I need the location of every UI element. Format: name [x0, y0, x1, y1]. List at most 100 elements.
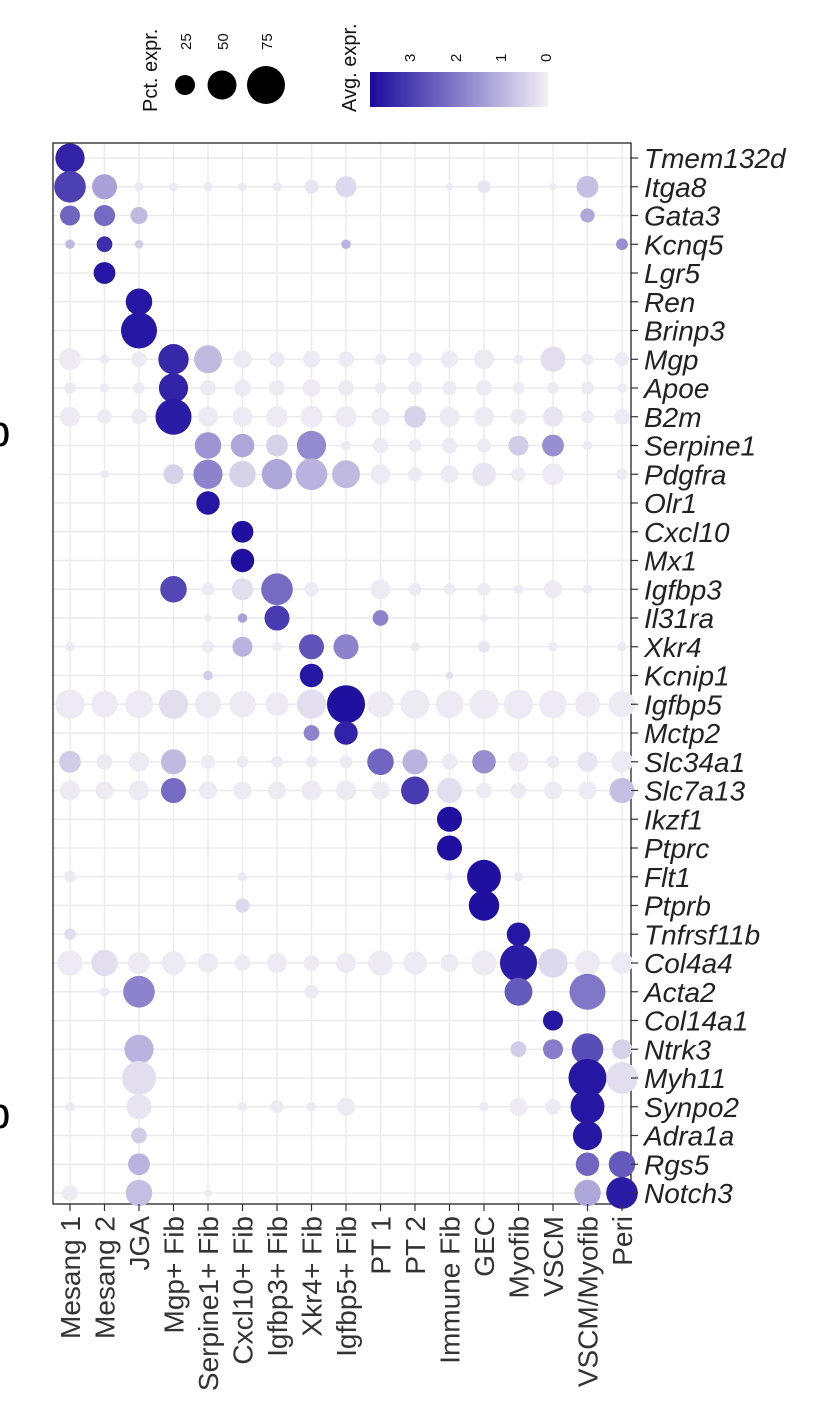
gene-label-pdgfra: Pdgfra	[644, 459, 727, 490]
dot-acta2-xkr4-fib	[304, 984, 319, 999]
dot-notch3-peri	[606, 1177, 638, 1209]
dot-slc34a1-xkr4-fib	[305, 755, 318, 768]
dot-col4a4-mgp-fib	[161, 951, 186, 975]
dot-xkr4-cxcl10-fib	[232, 636, 253, 657]
dot-slc7a13-igfbp3-fib	[268, 781, 286, 800]
dot-igfbp5-peri	[608, 691, 636, 718]
dot-ptprb-cxcl10-fib	[235, 898, 250, 913]
dot-kcnip1-serpine1-fib	[203, 670, 213, 681]
dot-mgp-jga	[131, 351, 147, 368]
dot-ptprc-immune-fib	[436, 835, 463, 861]
dot-itga8-gec	[477, 180, 491, 194]
dot-apoe-mesang-1	[64, 382, 76, 394]
dot-slc34a1-peri	[611, 750, 633, 773]
dot-igfbp3-immune-fib	[443, 583, 456, 596]
dot-slc7a13-cxcl10-fib	[233, 781, 252, 800]
cell-label-xkr4-fib: Xkr4+ Fib	[297, 1216, 328, 1337]
size-legend-label-50: 50	[215, 33, 232, 50]
dot-slc7a13-mesang-2	[95, 781, 114, 800]
dot-gata3-jga	[130, 206, 148, 225]
dot-slc7a13-serpine1-fib	[199, 781, 217, 800]
dot-slc34a1-mgp-fib	[160, 749, 187, 775]
dot-kcnq5-mesang-2	[96, 236, 113, 253]
dot-slc34a1-pt-2	[402, 749, 428, 775]
dot-serpine1-pt-2	[408, 438, 422, 453]
dot-b2m-cxcl10-fib	[232, 406, 253, 427]
dot-itga8-mgp-fib	[169, 182, 178, 192]
dot-mgp-peri	[614, 352, 630, 367]
dot-mctp2-xkr4-fib	[303, 725, 320, 741]
dot-itga8-immune-fib	[445, 182, 454, 191]
dot-mgp-mgp-fib	[158, 344, 189, 375]
dot-igfbp3-gec	[477, 582, 491, 596]
dot-notch3-jga	[125, 1179, 153, 1207]
dot-igfbp5-pt-1	[367, 691, 394, 718]
dot-igfbp5-cxcl10-fib	[229, 691, 256, 718]
cell-label-gec: GEC	[469, 1216, 500, 1277]
dot-mgp-xkr4-fib	[302, 350, 321, 368]
dot-pdgfra-gec	[472, 462, 496, 486]
dot-olr1-serpine1-fib	[196, 491, 220, 515]
dot-lgr5-mesang-2	[93, 262, 116, 284]
dot-pdgfra-serpine1-fib	[193, 459, 223, 489]
dot-mx1-cxcl10-fib	[230, 548, 255, 573]
dot-col4a4-pt-2	[403, 951, 427, 975]
dot-b2m-peri	[614, 408, 630, 425]
dot-flt1-gec	[467, 859, 501, 894]
dot-itga8-igfbp3-fib	[272, 182, 282, 192]
dot-synpo2-xkr4-fib	[306, 1102, 317, 1112]
dot-apoe-jga	[133, 382, 145, 394]
gene-label-xkr4: Xkr4	[643, 632, 702, 663]
dot-pdgfra-pt-2	[407, 467, 423, 482]
gene-label-ptprc: Ptprc	[644, 833, 709, 864]
gene-label-ren: Ren	[644, 287, 695, 318]
dot-slc7a13-vscm	[544, 781, 562, 800]
size-legend-dot-75	[247, 66, 285, 104]
gene-label-lgr5: Lgr5	[644, 258, 700, 289]
dot-pdgfra-xkr4-fib	[295, 458, 328, 491]
dot-igfbp3-igfbp3-fib	[261, 573, 293, 606]
dot-ntrk3-vscm-myofib	[571, 1033, 604, 1066]
dot-synpo2-gec	[479, 1102, 489, 1112]
dot-apoe-peri	[617, 383, 627, 393]
cell-label-mgp-fib: Mgp+ Fib	[159, 1216, 190, 1334]
color-legend-tick-3: 3	[402, 54, 419, 62]
dot-itga8-serpine1-fib	[203, 182, 213, 192]
cell-label-igfbp5-fib: Igfbp5+ Fib	[331, 1216, 362, 1357]
dot-apoe-serpine1-fib	[200, 380, 216, 396]
dot-synpo2-vscm-myofib	[570, 1089, 605, 1124]
dot-acta2-jga	[123, 975, 155, 1008]
dot-mgp-serpine1-fib	[194, 345, 222, 374]
dot-b2m-xkr4-fib	[300, 405, 323, 428]
dot-pdgfra-mgp-fib	[163, 464, 184, 485]
gene-label-b2m: B2m	[644, 402, 702, 433]
dot-mgp-immune-fib	[440, 350, 459, 368]
dot-igfbp5-mgp-fib	[158, 689, 189, 719]
dot-slc7a13-pt-1	[371, 781, 390, 800]
dot-xkr4-peri	[617, 642, 627, 652]
gene-label-brinp3: Brinp3	[644, 316, 725, 347]
dot-b2m-gec	[474, 406, 494, 427]
dot-col4a4-vscm	[538, 948, 568, 978]
dot-igfbp5-mesang-1	[55, 689, 85, 719]
dot-b2m-jga	[131, 408, 147, 425]
dot-mgp-igfbp5-fib	[338, 351, 354, 368]
dot-slc7a13-vscm-myofib	[578, 781, 597, 800]
cell-type-axis: Mesang 1 Mesang 2 JGA Mgp+ Fib Serpine1+ Fib…	[55, 1204, 638, 1391]
plot-panel	[52, 142, 632, 1205]
panel-letter-top: b	[0, 407, 10, 456]
dot-slc7a13-jga	[129, 780, 149, 801]
dot-slc34a1-pt-1	[367, 748, 394, 775]
gene-label-rgs5: Rgs5	[644, 1149, 710, 1180]
dot-il31ra-pt-1	[372, 610, 389, 626]
dot-synpo2-cxcl10-fib	[237, 1102, 248, 1112]
dot-il31ra-igfbp3-fib	[264, 605, 290, 631]
dot-il31ra-cxcl10-fib	[237, 613, 248, 623]
dot-flt1-immune-fib	[445, 872, 454, 881]
gene-label-olr1: Olr1	[644, 488, 697, 519]
dot-slc7a13-pt-2	[401, 776, 429, 805]
dot-igfbp3-vscm-myofib	[582, 584, 593, 594]
dot-itga8-mesang-1	[54, 170, 86, 203]
cell-label-immune-fib: Immune Fib	[435, 1216, 466, 1364]
dot-mgp-vscm-myofib	[581, 353, 594, 366]
